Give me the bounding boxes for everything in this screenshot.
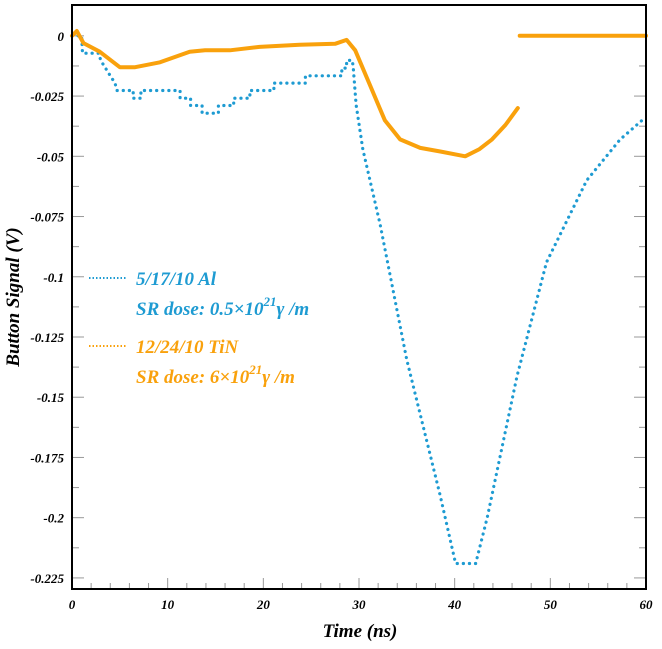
x-axis-title: Time (ns) [323,621,398,642]
x-tick-label: 50 [544,597,558,612]
y-tick-label: 0 [58,29,65,44]
series-layer [70,29,648,566]
legend-dose-tin: SR dose: 6×1021γ /m [136,362,295,388]
y-axis-title: Button Signal (V) [3,227,24,367]
y-tick-label: -0.225 [30,571,64,586]
y-tick-label: -0.2 [43,511,64,526]
legend: 5/17/10 Al SR dose: 0.5×1021γ /m 12/24/1… [89,269,309,388]
x-tick-label: 20 [256,597,271,612]
y-tick-label: -0.1 [43,270,64,285]
legend-dose-al: SR dose: 0.5×1021γ /m [136,294,309,320]
x-tick-label: 10 [161,597,175,612]
x-tick-label: 30 [352,597,367,612]
x-tick-label: 40 [447,597,462,612]
y-tick-label: -0.175 [30,450,64,465]
y-tick-label: -0.15 [37,390,65,405]
legend-label-tin: 12/24/10 TiN [136,337,239,358]
plot-frame [71,4,647,590]
legend-label-al: 5/17/10 Al [136,269,217,290]
x-tick-label: 0 [69,597,76,612]
tick-labels: 0 10 20 30 40 50 60 0 -0.025 -0.05 -0.075 -0.1 -0.12… [30,29,653,612]
series-line-al [70,34,648,566]
y-tick-label: -0.05 [37,149,65,164]
y-tick-label: -0.075 [30,210,64,225]
series-line-tin-segment-1 [70,29,520,159]
y-tick-label: -0.025 [30,89,64,104]
x-tick-label: 60 [640,597,654,612]
y-tick-label: -0.125 [30,330,64,345]
